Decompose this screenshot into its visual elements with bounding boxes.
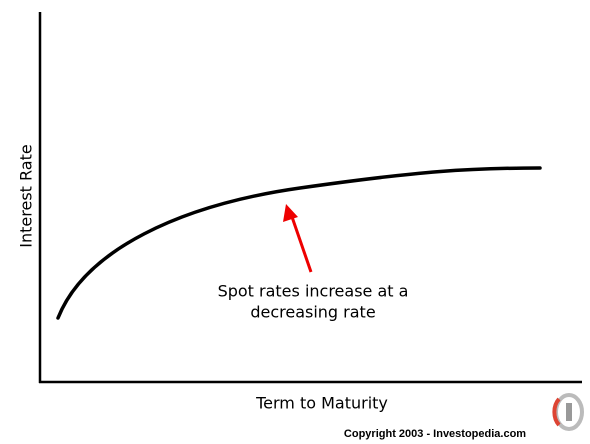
annotation-line: decreasing rate <box>250 303 375 322</box>
annotation-line: Spot rates increase at a <box>218 282 409 301</box>
yield-curve <box>56 166 542 320</box>
arrow-shaft <box>289 213 313 273</box>
logo <box>552 393 584 431</box>
arrow-head <box>283 204 298 222</box>
copyright: Copyright 2003 - Investopedia.com <box>344 428 526 440</box>
y-axis-label: Interest Rate <box>17 144 36 247</box>
x-axis-label: Term to Maturity <box>255 394 388 413</box>
